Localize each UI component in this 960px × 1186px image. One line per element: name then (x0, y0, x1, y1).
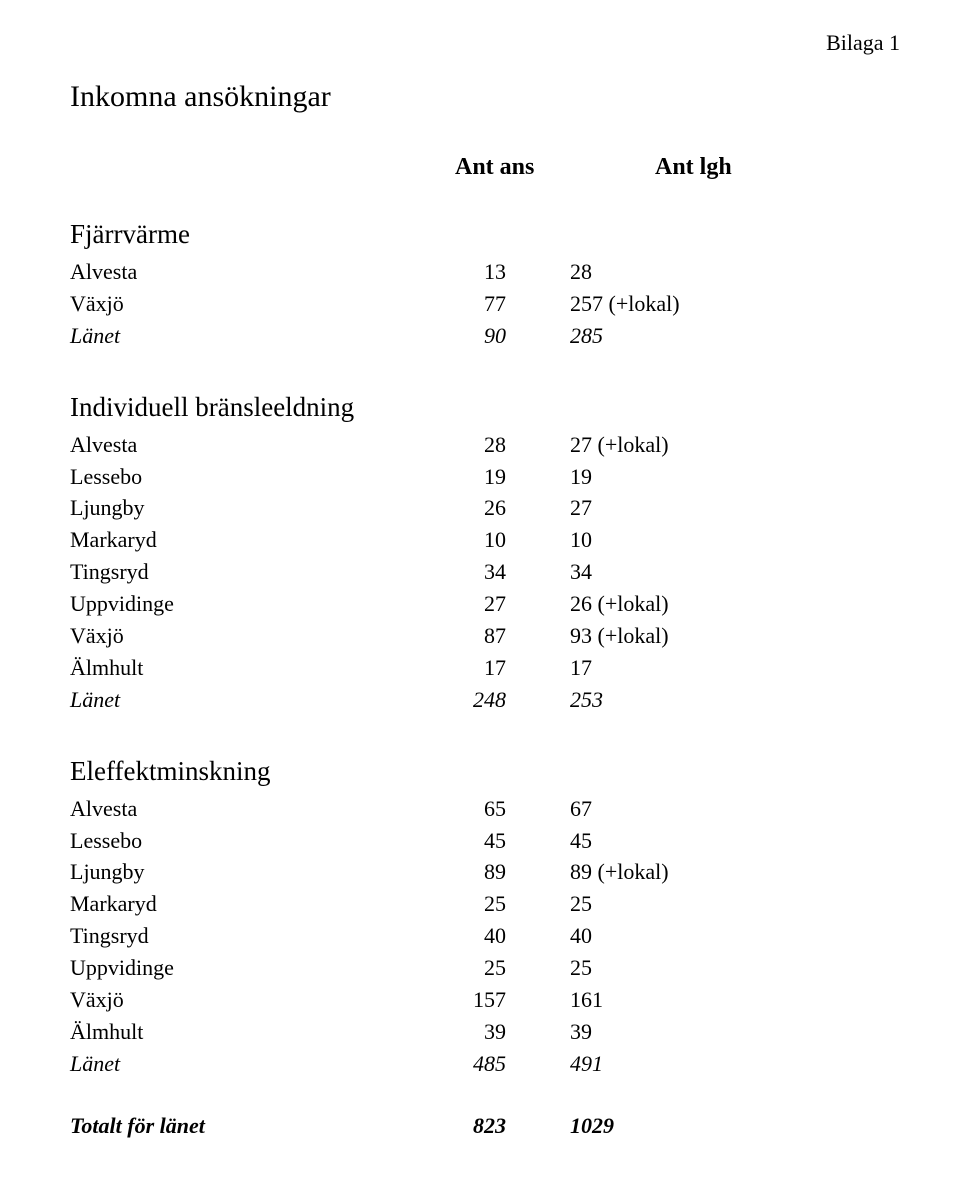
table-row: Ljungby 26 27 (70, 492, 900, 524)
column-header-blank (70, 154, 455, 181)
row-lgh: 161 (570, 984, 900, 1016)
table-row: Ljungby 89 89 (+lokal) (70, 856, 900, 888)
row-ans: 17 (410, 652, 570, 684)
row-ans: 39 (410, 1016, 570, 1048)
row-ans: 65 (410, 793, 570, 825)
table-row: Alvesta 28 27 (+lokal) (70, 429, 900, 461)
table-row: Växjö 77 257 (+lokal) (70, 288, 900, 320)
row-ans: 25 (410, 952, 570, 984)
row-ans: 87 (410, 620, 570, 652)
row-lgh: 257 (+lokal) (570, 288, 900, 320)
table-row: Lessebo 45 45 (70, 825, 900, 857)
row-label: Markaryd (70, 888, 410, 920)
row-label: Ljungby (70, 856, 410, 888)
row-lgh: 1029 (570, 1110, 900, 1142)
row-ans: 10 (410, 524, 570, 556)
section-heading-eleffekt: Eleffektminskning (70, 756, 900, 787)
row-label: Alvesta (70, 429, 410, 461)
row-label: Länet (70, 1048, 410, 1080)
row-lgh: 39 (570, 1016, 900, 1048)
table-row-total: Länet 248 253 (70, 684, 900, 716)
row-lgh: 25 (570, 888, 900, 920)
table-row-total: Länet 90 285 (70, 320, 900, 352)
row-lgh: 28 (570, 256, 900, 288)
row-lgh: 93 (+lokal) (570, 620, 900, 652)
row-ans: 89 (410, 856, 570, 888)
row-label: Tingsryd (70, 556, 410, 588)
page-title: Inkomna ansökningar (70, 80, 900, 114)
table-row: Uppvidinge 27 26 (+lokal) (70, 588, 900, 620)
row-lgh: 45 (570, 825, 900, 857)
row-label: Växjö (70, 620, 410, 652)
row-ans: 27 (410, 588, 570, 620)
table-row: Alvesta 65 67 (70, 793, 900, 825)
row-ans: 34 (410, 556, 570, 588)
table-row: Markaryd 25 25 (70, 888, 900, 920)
row-lgh: 25 (570, 952, 900, 984)
table-row-total: Länet 485 491 (70, 1048, 900, 1080)
row-label: Tingsryd (70, 920, 410, 952)
table-row: Tingsryd 40 40 (70, 920, 900, 952)
row-ans: 157 (410, 984, 570, 1016)
row-label: Uppvidinge (70, 588, 410, 620)
row-lgh: 285 (570, 320, 900, 352)
row-lgh: 17 (570, 652, 900, 684)
row-ans: 77 (410, 288, 570, 320)
row-label: Växjö (70, 288, 410, 320)
row-ans: 40 (410, 920, 570, 952)
row-lgh: 67 (570, 793, 900, 825)
row-label: Alvesta (70, 793, 410, 825)
table-row: Växjö 157 161 (70, 984, 900, 1016)
row-label: Lessebo (70, 825, 410, 857)
row-lgh: 10 (570, 524, 900, 556)
row-lgh: 27 (+lokal) (570, 429, 900, 461)
row-label: Totalt för länet (70, 1110, 410, 1142)
row-label: Markaryd (70, 524, 410, 556)
row-label: Ljungby (70, 492, 410, 524)
column-headers: Ant ans Ant lgh (70, 154, 900, 181)
table-row: Älmhult 39 39 (70, 1016, 900, 1048)
row-ans: 28 (410, 429, 570, 461)
table-row: Uppvidinge 25 25 (70, 952, 900, 984)
page: Bilaga 1 Inkomna ansökningar Ant ans Ant… (0, 0, 960, 1186)
row-label: Alvesta (70, 256, 410, 288)
row-lgh: 40 (570, 920, 900, 952)
table-row: Växjö 87 93 (+lokal) (70, 620, 900, 652)
row-lgh: 19 (570, 461, 900, 493)
section-heading-fjarrvarme: Fjärrvärme (70, 219, 900, 250)
column-header-lgh: Ant lgh (655, 154, 900, 181)
row-ans: 26 (410, 492, 570, 524)
row-lgh: 26 (+lokal) (570, 588, 900, 620)
column-header-ans: Ant ans (455, 154, 655, 181)
table-row: Alvesta 13 28 (70, 256, 900, 288)
section-heading-bransle: Individuell bränsleeldning (70, 392, 900, 423)
row-lgh: 491 (570, 1048, 900, 1080)
row-lgh: 253 (570, 684, 900, 716)
row-lgh: 27 (570, 492, 900, 524)
row-label: Älmhult (70, 652, 410, 684)
row-label: Länet (70, 320, 410, 352)
row-label: Uppvidinge (70, 952, 410, 984)
row-label: Lessebo (70, 461, 410, 493)
row-ans: 823 (410, 1110, 570, 1142)
row-lgh: 89 (+lokal) (570, 856, 900, 888)
row-ans: 248 (410, 684, 570, 716)
row-lgh: 34 (570, 556, 900, 588)
table-row: Lessebo 19 19 (70, 461, 900, 493)
row-ans: 19 (410, 461, 570, 493)
grand-total-row: Totalt för länet 823 1029 (70, 1110, 900, 1142)
row-ans: 45 (410, 825, 570, 857)
row-label: Älmhult (70, 1016, 410, 1048)
table-row: Tingsryd 34 34 (70, 556, 900, 588)
row-label: Länet (70, 684, 410, 716)
table-row: Markaryd 10 10 (70, 524, 900, 556)
corner-label: Bilaga 1 (826, 30, 900, 56)
row-ans: 25 (410, 888, 570, 920)
row-ans: 485 (410, 1048, 570, 1080)
row-ans: 13 (410, 256, 570, 288)
table-row: Älmhult 17 17 (70, 652, 900, 684)
row-label: Växjö (70, 984, 410, 1016)
row-ans: 90 (410, 320, 570, 352)
